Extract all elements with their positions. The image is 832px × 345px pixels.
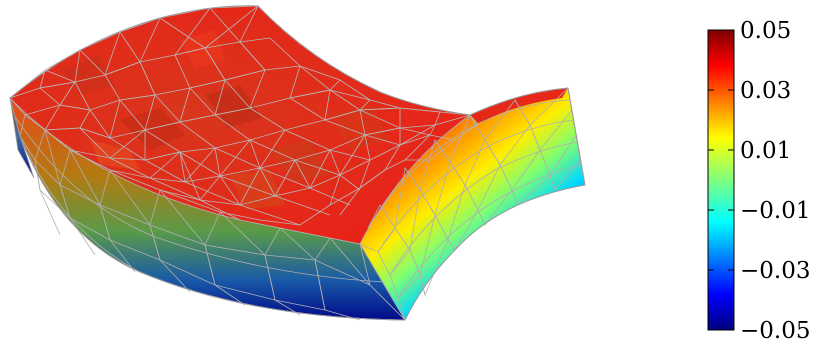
colorbar-tick-label: −0.01 [740, 198, 810, 224]
colorbar-tick-label: 0.05 [740, 18, 791, 44]
colorbar-gradient [707, 29, 735, 331]
mesh-block [9, 5, 586, 321]
colorbar: 0.05 0.03 0.01 −0.01 −0.03 −0.05 [707, 18, 810, 344]
colorbar-tick-label: −0.05 [740, 318, 810, 344]
top-mesh-lines [9, 5, 479, 226]
front-mesh-lines [13, 114, 406, 321]
colorbar-tick-label: 0.01 [740, 138, 791, 164]
block-outline [9, 5, 586, 321]
colorbar-ticks: 0.05 0.03 0.01 −0.01 −0.03 −0.05 [708, 18, 810, 344]
colorbar-tick-label: 0.03 [740, 78, 791, 104]
right-mesh-lines [359, 87, 586, 321]
colorbar-tick-label: −0.03 [740, 258, 810, 284]
